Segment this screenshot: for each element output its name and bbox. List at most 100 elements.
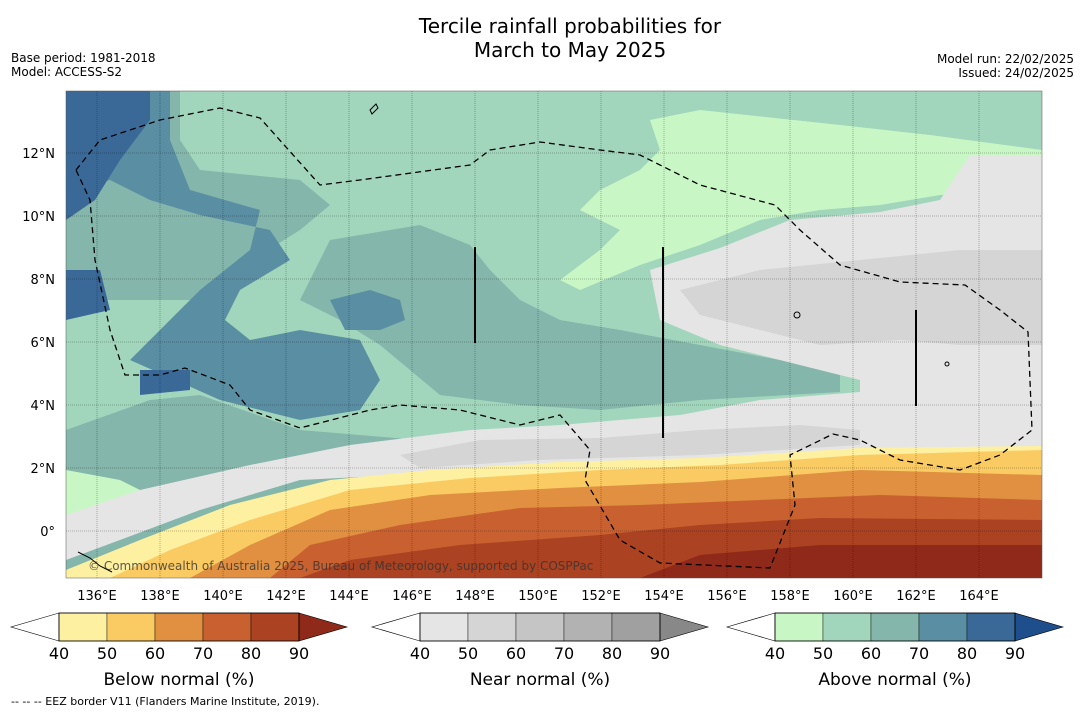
colorbar-title: Above normal (%) (818, 670, 971, 690)
longitude-labels: 136°E 138°E 140°E 142°E 144°E 146°E 148°E 150°E… (77, 589, 999, 604)
lon-label: 146°E (392, 589, 432, 604)
colorbar-segment (515, 612, 565, 642)
lon-label: 156°E (707, 589, 747, 604)
lon-label: 154°E (644, 589, 684, 604)
colorbar-tick: 70 (909, 644, 929, 663)
lon-label: 136°E (77, 589, 117, 604)
colorbar-tick: 50 (97, 644, 117, 663)
model-name: Model: ACCESS-S2 (11, 65, 123, 79)
lon-label: 150°E (518, 589, 558, 604)
colorbar-over-arrow (659, 612, 710, 642)
colorbar-segment (774, 612, 824, 642)
lat-label: 4°N (31, 399, 56, 414)
colorbar-segment (918, 612, 968, 642)
below-90-region (640, 545, 1042, 578)
island (944, 361, 950, 367)
colorbar-tick: 40 (410, 644, 430, 663)
colorbar-tick: 50 (458, 644, 478, 663)
lat-label: 12°N (22, 147, 55, 162)
lon-label: 138°E (140, 589, 180, 604)
base-period: Base period: 1981-2018 (11, 51, 156, 65)
meta-left: Base period: 1981-2018 Model: ACCESS-S2 (11, 51, 156, 79)
lat-label: 8°N (31, 273, 56, 288)
colorbar-tick: 80 (602, 644, 622, 663)
graticule (66, 91, 1042, 578)
lat-label: 10°N (22, 210, 55, 225)
colorbar-outline (419, 612, 661, 642)
copyright-credit: © Commonwealth of Australia 2025, Bureau… (88, 559, 593, 573)
colorbar-segment (250, 612, 300, 642)
title-line-2: March to May 2025 (473, 38, 667, 62)
lon-label: 148°E (455, 589, 495, 604)
colorbar-near: 40 50 60 70 80 90 Near normal (%) (370, 612, 710, 690)
colorbar-segment (58, 612, 108, 642)
colorbar-tick: 80 (957, 644, 977, 663)
colorbar-tick: 80 (241, 644, 261, 663)
latitude-labels: 12°N 10°N 8°N 6°N 4°N 2°N 0° (22, 147, 55, 540)
colorbar-tick: 90 (650, 644, 670, 663)
colorbar-below: 40 50 60 70 80 90 Below normal (%) (9, 612, 349, 690)
meta-right: Model run: 22/02/2025 Issued: 24/02/2025 (937, 52, 1074, 80)
island (369, 103, 379, 115)
colorbar-title: Below normal (%) (104, 670, 255, 690)
colorbars: 40 50 60 70 80 90 Below normal (%) 40 50 60 70 80 90… (9, 612, 1065, 690)
colorbar-segment (106, 612, 156, 642)
colorbar-segment (966, 612, 1016, 642)
colorbar-tick: 90 (1005, 644, 1025, 663)
eez-border (75, 107, 1033, 569)
near-50-region (680, 250, 1042, 345)
colorbar-tick: 90 (289, 644, 309, 663)
colorbar-segment (202, 612, 252, 642)
lon-label: 142°E (266, 589, 306, 604)
island (77, 551, 113, 573)
lon-label: 160°E (833, 589, 873, 604)
colorbar-tick: 40 (49, 644, 69, 663)
colorbar-under-arrow (725, 612, 776, 642)
near-50-patch (400, 425, 860, 468)
colorbar-segment (611, 612, 661, 642)
colorbar-under-arrow (9, 612, 60, 642)
above-80-region (66, 91, 190, 395)
above-70-patch (330, 290, 405, 330)
island (793, 311, 801, 319)
colorbar-tick: 70 (554, 644, 574, 663)
above-70-region (66, 91, 380, 420)
issued-date: Issued: 24/02/2025 (958, 66, 1074, 80)
lat-label: 6°N (31, 336, 56, 351)
colorbar-segment (822, 612, 872, 642)
colorbar-segment (563, 612, 613, 642)
probability-field: © Commonwealth of Australia 2025, Bureau… (66, 91, 1042, 578)
colorbar-tick: 70 (193, 644, 213, 663)
colorbar-tick: 60 (861, 644, 881, 663)
colorbar-tick: 40 (765, 644, 785, 663)
map-frame (65, 90, 1043, 579)
colorbar-above: 40 50 60 70 80 90 Above normal (%) (725, 612, 1065, 690)
colorbar-tick: 50 (813, 644, 833, 663)
colorbar-segment (419, 612, 469, 642)
lon-label: 140°E (203, 589, 243, 604)
above-40-region (560, 110, 1042, 290)
title-line-1: Tercile rainfall probabilities for (418, 14, 722, 38)
above-60-patch (300, 225, 840, 410)
lat-label: 0° (40, 525, 55, 540)
colorbar-outline (58, 612, 300, 642)
colorbar-outline (774, 612, 1016, 642)
lat-label: 2°N (31, 462, 56, 477)
colorbar-tick: 60 (145, 644, 165, 663)
colorbar-title: Near normal (%) (470, 670, 610, 690)
eez-footnote: -- -- -- EEZ border V11 (Flanders Marine… (11, 695, 320, 708)
colorbar-tick: 60 (506, 644, 526, 663)
colorbar-under-arrow (370, 612, 421, 642)
lon-label: 164°E (959, 589, 999, 604)
map-title: Tercile rainfall probabilities for March… (0, 14, 1085, 62)
near-40-region (66, 155, 1042, 560)
colorbar-segment (154, 612, 204, 642)
lon-label: 162°E (896, 589, 936, 604)
colorbar-over-arrow (298, 612, 349, 642)
colorbar-over-arrow (1014, 612, 1065, 642)
lon-label: 152°E (581, 589, 621, 604)
colorbar-segment (467, 612, 517, 642)
lon-label: 158°E (770, 589, 810, 604)
lon-label: 144°E (329, 589, 369, 604)
